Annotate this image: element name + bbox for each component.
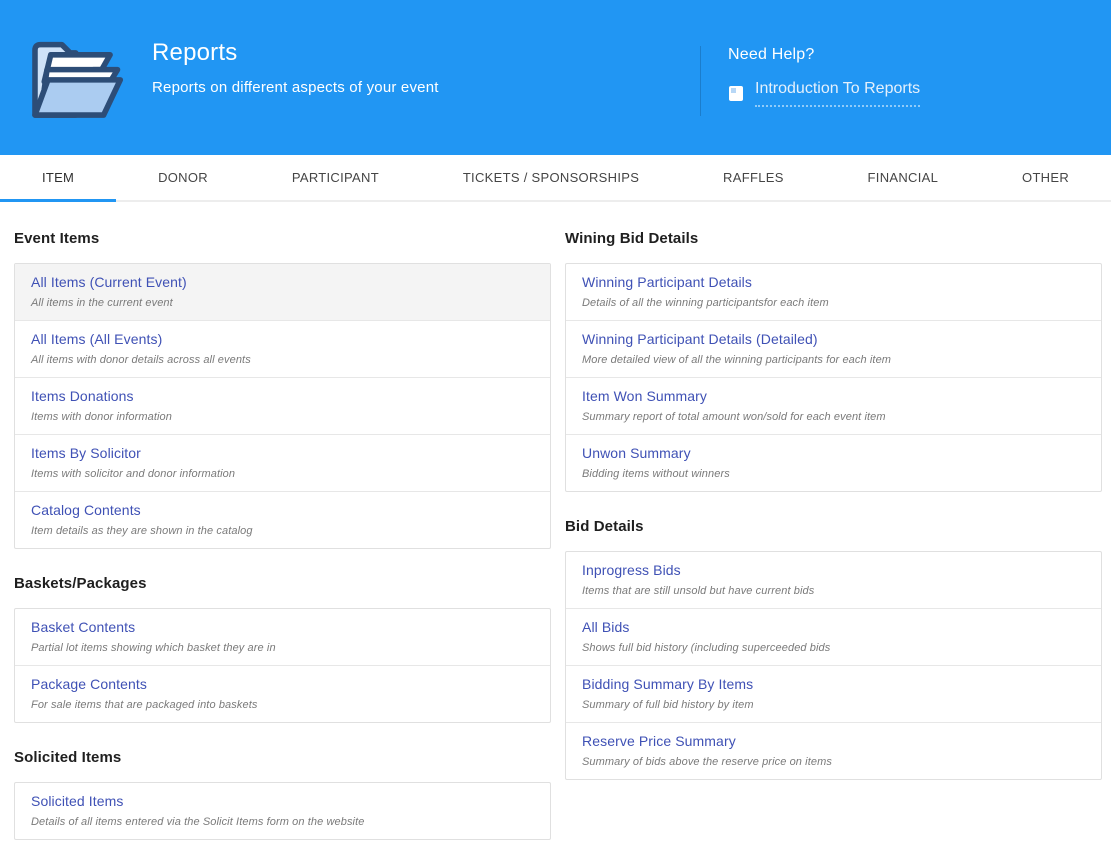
section-solicited-items: Solicited Items Solicited Items Details of… <box>14 749 551 840</box>
report-row[interactable]: Basket Contents Partial lot items showing… <box>15 609 550 665</box>
report-list: Basket Contents Partial lot items showing… <box>14 608 551 723</box>
report-description: Bidding items without winners <box>582 468 730 480</box>
report-link-all-items-current-event[interactable]: All Items (Current Event) <box>31 274 187 290</box>
need-help-label: Need Help? <box>728 46 815 63</box>
tab-raffles[interactable]: RAFFLES <box>723 170 784 185</box>
report-description: All items in the current event <box>31 297 173 309</box>
report-row[interactable]: Unwon Summary Bidding items without winne… <box>566 434 1101 491</box>
introduction-to-reports-link[interactable]: Introduction To Reports <box>755 80 921 107</box>
report-row[interactable]: Solicited Items Details of all items ente… <box>15 783 550 839</box>
section-heading: Baskets/Packages <box>14 575 147 592</box>
report-link-reserve-price-summary[interactable]: Reserve Price Summary <box>582 733 736 749</box>
page-title: Reports <box>152 39 238 66</box>
tab-donor[interactable]: DONOR <box>158 170 208 185</box>
report-description: For sale items that are packaged into ba… <box>31 699 258 711</box>
report-row[interactable]: Package Contents For sale items that are … <box>15 665 550 722</box>
report-description: All items with donor details across all … <box>31 354 251 366</box>
tab-other[interactable]: OTHER <box>1022 170 1070 185</box>
report-link-package-contents[interactable]: Package Contents <box>31 676 148 692</box>
tab-financial[interactable]: FINANCIAL <box>867 170 939 185</box>
report-description: Summary of bids above the reserve price … <box>582 756 832 768</box>
report-description: Partial lot items showing which basket t… <box>31 642 276 654</box>
section-heading: Bid Details <box>565 518 644 535</box>
report-description: Items with donor information <box>31 411 172 423</box>
report-link-all-items-all-events[interactable]: All Items (All Events) <box>31 331 163 347</box>
report-row[interactable]: Inprogress Bids Items that are still unso… <box>566 552 1101 608</box>
report-row[interactable]: Reserve Price Summary Summary of bids abo… <box>566 722 1101 779</box>
tab-participant[interactable]: PARTICIPANT <box>291 170 379 185</box>
report-description: Summary report of total amount won/sold … <box>582 411 886 423</box>
column-right: Wining Bid Details Winning Participant De… <box>565 230 1102 806</box>
report-row[interactable]: Winning Participant Details Details of al… <box>566 264 1101 320</box>
report-list: Inprogress Bids Items that are still unso… <box>565 551 1102 780</box>
report-link-bidding-summary-by-items[interactable]: Bidding Summary By Items <box>582 676 754 692</box>
section-baskets-packages: Baskets/Packages Basket Contents Partial l… <box>14 575 551 723</box>
report-description: Item details as they are shown in the ca… <box>31 525 253 537</box>
report-link-unwon-summary[interactable]: Unwon Summary <box>582 445 691 461</box>
report-row[interactable]: Bidding Summary By Items Summary of full … <box>566 665 1101 722</box>
report-list: All Items (Current Event) All items in th… <box>14 263 551 549</box>
report-row[interactable]: All Bids Shows full bid history (includin… <box>566 608 1101 665</box>
report-description: Summary of full bid history by item <box>582 699 754 711</box>
report-row[interactable]: Items By Solicitor Items with solicitor a… <box>15 434 550 491</box>
report-link-basket-contents[interactable]: Basket Contents <box>31 619 136 635</box>
report-link-winning-participant-details-detailed[interactable]: Winning Participant Details (Detailed) <box>582 331 818 347</box>
report-description: Details of all the winning participantsf… <box>582 297 829 309</box>
report-row[interactable]: Catalog Contents Item details as they are… <box>15 491 550 548</box>
report-description: Items with solicitor and donor informati… <box>31 468 236 480</box>
report-description: Details of all items entered via the Sol… <box>31 816 365 828</box>
report-sections: Event Items All Items (Current Event) All … <box>0 202 1111 866</box>
help-link-row: Introduction To Reports <box>728 80 1111 107</box>
need-help-box: Need Help? Introduction To Reports <box>700 46 1111 116</box>
page-header: Reports Reports on different aspects of … <box>0 0 1111 155</box>
report-link-items-by-solicitor[interactable]: Items By Solicitor <box>31 445 141 461</box>
report-row[interactable]: All Items (All Events) All items with don… <box>15 320 550 377</box>
report-list: Winning Participant Details Details of al… <box>565 263 1102 492</box>
tabs: ITEM DONOR PARTICIPANT TICKETS / SPONSORSHI… <box>0 155 1111 202</box>
book-icon <box>728 85 744 102</box>
column-left: Event Items All Items (Current Event) All … <box>14 230 551 866</box>
tab-item[interactable]: ITEM <box>0 155 117 202</box>
report-link-items-donations[interactable]: Items Donations <box>31 388 134 404</box>
report-row[interactable]: All Items (Current Event) All items in th… <box>15 264 550 320</box>
report-link-inprogress-bids[interactable]: Inprogress Bids <box>582 562 681 578</box>
report-link-solicited-items[interactable]: Solicited Items <box>31 793 124 809</box>
report-list: Solicited Items Details of all items ente… <box>14 782 551 840</box>
report-link-all-bids[interactable]: All Bids <box>582 619 630 635</box>
report-link-item-won-summary[interactable]: Item Won Summary <box>582 388 708 404</box>
section-heading: Solicited Items <box>14 749 122 766</box>
report-row[interactable]: Item Won Summary Summary report of total … <box>566 377 1101 434</box>
report-link-winning-participant-details[interactable]: Winning Participant Details <box>582 274 752 290</box>
folder-open-icon <box>22 28 124 133</box>
section-heading: Event Items <box>14 230 100 247</box>
section-event-items: Event Items All Items (Current Event) All … <box>14 230 551 549</box>
report-row[interactable]: Winning Participant Details (Detailed) Mo… <box>566 320 1101 377</box>
report-row[interactable]: Items Donations Items with donor informat… <box>15 377 550 434</box>
tab-tickets-sponsorships[interactable]: TICKETS / SPONSORSHIPS <box>462 170 640 185</box>
section-heading: Wining Bid Details <box>565 230 699 247</box>
section-bid-details: Bid Details Inprogress Bids Items that are… <box>565 518 1102 780</box>
page-subtitle: Reports on different aspects of your eve… <box>152 79 439 97</box>
report-description: More detailed view of all the winning pa… <box>582 354 892 366</box>
report-description: Items that are still unsold but have cur… <box>582 585 815 597</box>
report-description: Shows full bid history (including superc… <box>582 642 831 654</box>
section-wining-bid-details: Wining Bid Details Winning Participant De… <box>565 230 1102 492</box>
report-link-catalog-contents[interactable]: Catalog Contents <box>31 502 141 518</box>
header-text: Reports Reports on different aspects of … <box>152 39 439 97</box>
